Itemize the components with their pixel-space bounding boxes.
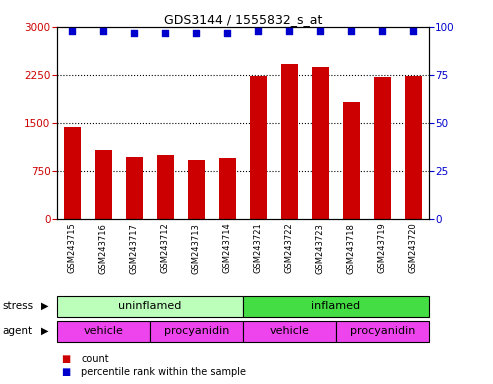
Point bbox=[130, 30, 138, 36]
Text: ▶: ▶ bbox=[40, 326, 48, 336]
Bar bbox=[95, 150, 112, 219]
Text: inflamed: inflamed bbox=[311, 301, 360, 311]
Bar bbox=[343, 103, 360, 219]
Text: GSM243722: GSM243722 bbox=[285, 223, 294, 273]
Title: GDS3144 / 1555832_s_at: GDS3144 / 1555832_s_at bbox=[164, 13, 322, 26]
Text: ■: ■ bbox=[62, 354, 71, 364]
Bar bbox=[243, 296, 429, 317]
Bar bbox=[157, 155, 174, 219]
Bar bbox=[243, 321, 336, 342]
Point bbox=[317, 28, 324, 34]
Text: count: count bbox=[81, 354, 109, 364]
Bar bbox=[312, 66, 329, 219]
Point bbox=[254, 28, 262, 34]
Text: GSM243720: GSM243720 bbox=[409, 223, 418, 273]
Text: agent: agent bbox=[2, 326, 33, 336]
Text: vehicle: vehicle bbox=[269, 326, 309, 336]
Text: percentile rank within the sample: percentile rank within the sample bbox=[81, 367, 246, 377]
Point bbox=[223, 30, 231, 36]
Bar bbox=[250, 76, 267, 219]
Text: GSM243714: GSM243714 bbox=[223, 223, 232, 273]
Text: GSM243719: GSM243719 bbox=[378, 223, 387, 273]
Text: GSM243713: GSM243713 bbox=[192, 223, 201, 273]
Bar bbox=[336, 321, 429, 342]
Bar bbox=[64, 127, 81, 219]
Text: stress: stress bbox=[2, 301, 34, 311]
Text: GSM243715: GSM243715 bbox=[68, 223, 77, 273]
Bar bbox=[219, 158, 236, 219]
Point bbox=[68, 28, 76, 34]
Bar bbox=[126, 157, 143, 219]
Bar bbox=[281, 64, 298, 219]
Text: procyanidin: procyanidin bbox=[164, 326, 229, 336]
Bar bbox=[405, 76, 422, 219]
Text: GSM243718: GSM243718 bbox=[347, 223, 356, 273]
Bar bbox=[374, 77, 391, 219]
Text: procyanidin: procyanidin bbox=[350, 326, 415, 336]
Bar bbox=[57, 321, 150, 342]
Text: uninflamed: uninflamed bbox=[118, 301, 181, 311]
Text: GSM243721: GSM243721 bbox=[254, 223, 263, 273]
Point bbox=[348, 28, 355, 34]
Text: ■: ■ bbox=[62, 367, 71, 377]
Text: vehicle: vehicle bbox=[83, 326, 123, 336]
Text: ▶: ▶ bbox=[40, 301, 48, 311]
Point bbox=[161, 30, 169, 36]
Point bbox=[410, 28, 418, 34]
Text: GSM243717: GSM243717 bbox=[130, 223, 139, 273]
Bar bbox=[57, 296, 243, 317]
Point bbox=[99, 28, 107, 34]
Bar bbox=[188, 160, 205, 219]
Point bbox=[192, 30, 200, 36]
Text: GSM243716: GSM243716 bbox=[99, 223, 108, 273]
Text: GSM243723: GSM243723 bbox=[316, 223, 325, 273]
Bar bbox=[150, 321, 243, 342]
Text: GSM243712: GSM243712 bbox=[161, 223, 170, 273]
Point bbox=[379, 28, 387, 34]
Point bbox=[285, 28, 293, 34]
